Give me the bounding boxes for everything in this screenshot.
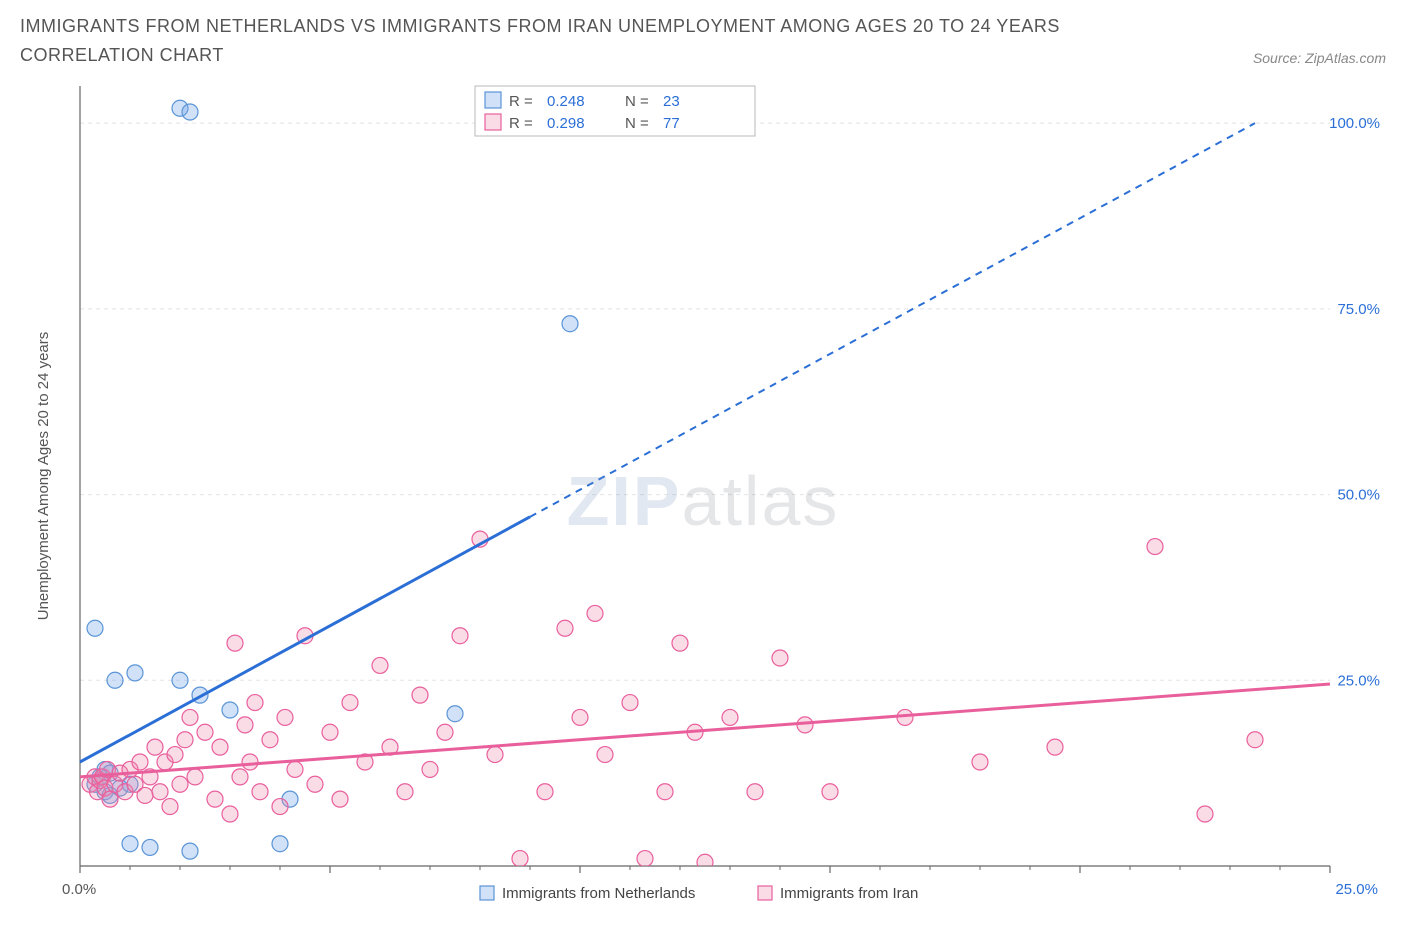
correlation-chart: 0.0% 25.0% 25.0% 50.0% 75.0% 100.0% Unemployme… — [20, 76, 1386, 926]
svg-text:Immigrants from Netherlands: Immigrants from Netherlands — [502, 885, 695, 902]
svg-text:25.0%: 25.0% — [1337, 672, 1380, 689]
svg-text:R =: R = — [509, 115, 533, 132]
svg-text:23: 23 — [663, 93, 680, 110]
source-attribution: Source: ZipAtlas.com — [1253, 50, 1386, 66]
svg-text:77: 77 — [663, 115, 680, 132]
svg-text:25.0%: 25.0% — [1335, 881, 1378, 898]
svg-text:N =: N = — [625, 115, 649, 132]
svg-text:N =: N = — [625, 93, 649, 110]
svg-text:100.0%: 100.0% — [1329, 115, 1380, 132]
chart-title: IMMIGRANTS FROM NETHERLANDS VS IMMIGRANT… — [20, 12, 1140, 70]
svg-text:75.0%: 75.0% — [1337, 300, 1380, 317]
svg-text:50.0%: 50.0% — [1337, 486, 1380, 503]
svg-text:Immigrants from Iran: Immigrants from Iran — [780, 885, 918, 902]
svg-text:Unemployment Among Ages 20 to: Unemployment Among Ages 20 to 24 years — [35, 331, 52, 620]
svg-text:0.298: 0.298 — [547, 115, 585, 132]
svg-text:0.248: 0.248 — [547, 93, 585, 110]
chart-svg: 0.0% 25.0% 25.0% 50.0% 75.0% 100.0% Unemployme… — [20, 76, 1386, 926]
svg-text:0.0%: 0.0% — [62, 881, 96, 898]
svg-text:R =: R = — [509, 93, 533, 110]
